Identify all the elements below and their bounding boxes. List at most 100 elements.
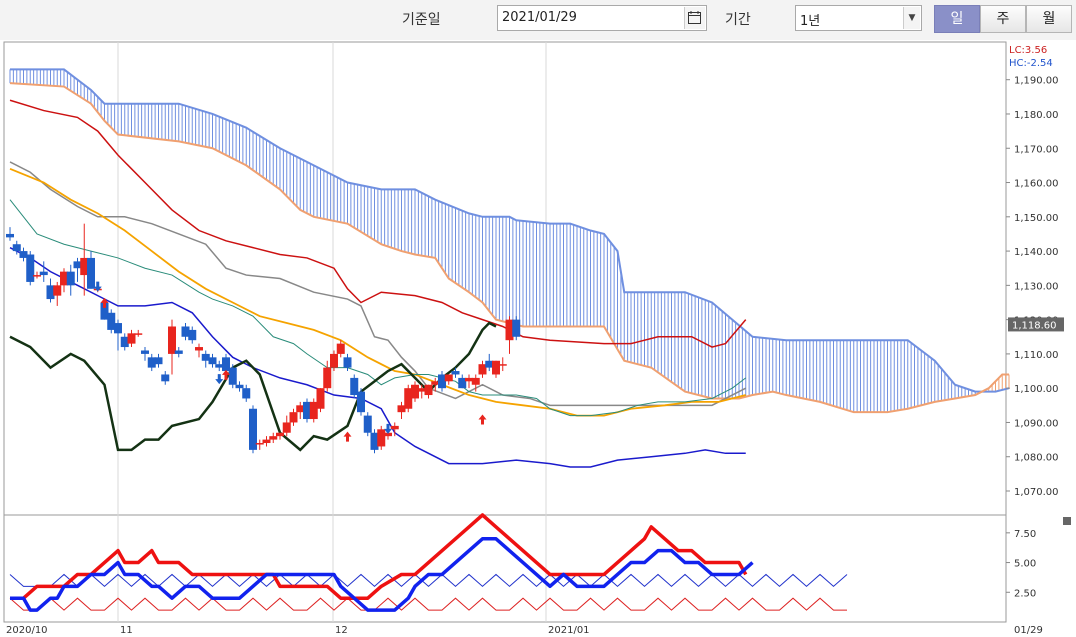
sell-arrow-icon	[384, 423, 392, 434]
candle-body	[397, 405, 406, 413]
price-tick-label: 1,070.00	[1014, 487, 1059, 498]
leading-span-b-line	[9, 82, 1009, 414]
candle-body	[26, 254, 35, 282]
candle-body	[343, 357, 352, 368]
x-axis-label: 01/29	[1014, 625, 1043, 636]
price-tick-label: 1,110.00	[1014, 350, 1059, 361]
candle-body	[363, 415, 372, 433]
price-tick-label: 1,170.00	[1014, 144, 1059, 155]
buy-arrow-icon	[478, 414, 487, 425]
buy-arrow-icon	[222, 369, 230, 380]
candle-body	[444, 374, 453, 382]
candle-body	[195, 347, 203, 351]
candle-body	[431, 381, 440, 385]
candle-body	[357, 391, 365, 413]
calendar-icon	[688, 11, 701, 24]
toolbar: 기준일 2021/01/29 기간 1년 ▼ 일 주 월	[0, 0, 1076, 40]
candle-body	[66, 271, 75, 286]
candle-body	[19, 251, 28, 258]
candle-body	[120, 336, 129, 348]
candle-body	[282, 422, 291, 433]
price-tick-label: 1,090.00	[1014, 418, 1059, 429]
ichimoku-cloud	[9, 69, 1010, 413]
candle-body	[46, 285, 55, 300]
oscillator-tick-label: 5.00	[1014, 559, 1036, 570]
period-button-week[interactable]: 주	[980, 5, 1026, 33]
period-button-day[interactable]: 일	[934, 5, 980, 33]
candle-body	[309, 401, 318, 420]
oscillator-lines	[9, 513, 848, 612]
lc-label: LC:3.56	[1009, 45, 1047, 56]
candle-body	[255, 443, 264, 445]
sell-arrow-icon	[93, 281, 102, 292]
candle-body	[168, 326, 176, 354]
x-axis-label: 2020/10	[6, 625, 48, 636]
candle-body	[222, 357, 230, 372]
candle-body	[316, 388, 325, 409]
candle-body	[370, 432, 379, 450]
oscillator-blue-thin-line	[9, 573, 848, 587]
candle-body	[505, 319, 514, 341]
chevron-down-icon[interactable]: ▼	[903, 7, 920, 29]
buy-arrow-icon	[100, 297, 109, 308]
candle-body	[485, 360, 494, 368]
candle-body	[498, 364, 507, 366]
x-axis-label: 11	[120, 625, 133, 636]
candle-body	[303, 401, 311, 420]
axis-labels: 2020/10 11 12 2021/01 01/29 1,190.00 1,180.00 1…	[6, 76, 1064, 636]
buy-arrow-icon	[343, 431, 352, 442]
base-date-field[interactable]: 2021/01/29	[497, 5, 707, 31]
candle-body	[330, 353, 338, 368]
panel-close-button[interactable]	[1063, 517, 1071, 525]
candle-body	[73, 261, 82, 269]
candle-body	[114, 323, 122, 334]
candle-body	[228, 367, 237, 385]
candle-body	[80, 257, 89, 276]
price-tick-label: 1,100.00	[1014, 384, 1059, 395]
candle-body	[296, 405, 305, 413]
candle-body	[134, 333, 143, 335]
current-price-marker	[1008, 317, 1064, 332]
signal-arrows	[93, 281, 487, 442]
candle-body	[289, 412, 298, 423]
candle-body	[39, 271, 48, 276]
price-chart[interactable]: 2020/10 11 12 2021/01 01/29 1,190.00 1,180.00 1…	[0, 40, 1076, 637]
period-button-month[interactable]: 월	[1026, 5, 1072, 33]
candle-body	[188, 329, 197, 341]
candle-body	[350, 377, 359, 396]
gray-average-line	[9, 161, 747, 407]
hc-label: HC:-2.54	[1009, 58, 1053, 69]
period-select[interactable]: 1년 ▼	[795, 5, 922, 31]
leading-span-a-line	[10, 68, 1010, 393]
candles	[6, 223, 521, 454]
candle-body	[6, 233, 14, 238]
price-tick-label: 1,130.00	[1014, 281, 1059, 292]
x-axis-label: 2021/01	[548, 625, 590, 636]
sell-arrow-icon	[215, 374, 224, 385]
candle-body	[458, 377, 467, 389]
oscillator-tick-label: 7.50	[1014, 529, 1036, 540]
candle-body	[390, 425, 399, 430]
candle-body	[235, 384, 244, 389]
candle-body	[100, 302, 109, 320]
candle-body	[242, 388, 251, 399]
price-tick-label: 1,160.00	[1014, 179, 1059, 190]
candle-body	[478, 364, 487, 375]
candle-body	[404, 388, 413, 409]
candle-body	[451, 371, 460, 375]
base-date-value: 2021/01/29	[502, 10, 577, 25]
price-tick-label: 1,150.00	[1014, 213, 1059, 224]
oscillator-blue-line	[10, 537, 754, 612]
candle-body	[53, 285, 62, 296]
candle-body	[269, 436, 278, 440]
oscillator-tick-label: 2.50	[1014, 588, 1036, 599]
calendar-button[interactable]	[684, 7, 705, 29]
candle-body	[438, 374, 446, 389]
candle-body	[181, 326, 190, 337]
candle-body	[33, 275, 41, 277]
red-average-line	[9, 99, 747, 348]
price-panel	[3, 41, 1007, 516]
base-date-label: 기준일	[402, 12, 441, 28]
candle-body	[107, 312, 116, 330]
candle-body	[141, 350, 149, 354]
